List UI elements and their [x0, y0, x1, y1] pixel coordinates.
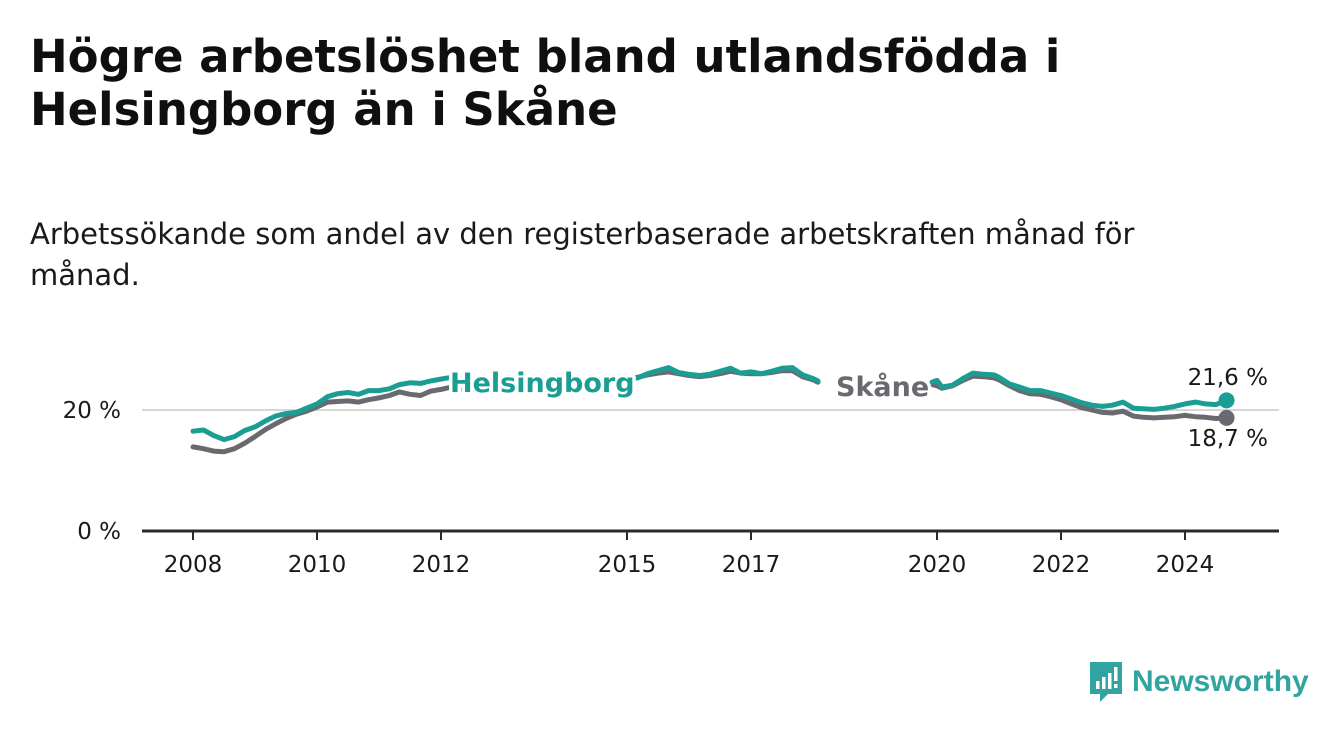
x-tick-label: 2012 — [412, 552, 471, 578]
end-value-label-skane: 18,7 % — [1188, 426, 1268, 452]
series-line-skne — [190, 382, 464, 455]
chart-subtitle: Arbetssökande som andel av den registerb… — [30, 217, 1135, 293]
series-line-helsingborg — [190, 372, 464, 443]
x-tick-label: 2024 — [1156, 552, 1215, 578]
x-tick-label: 2015 — [598, 552, 657, 578]
x-tick-label: 2008 — [164, 552, 223, 578]
series-label-skane: Skåne — [836, 371, 929, 403]
chart-title: Högre arbetslöshet bland utlandsfödda i … — [30, 30, 1061, 137]
x-tick-label: 2020 — [908, 552, 967, 578]
x-tick-label: 2010 — [288, 552, 347, 578]
y-tick-label: 20 % — [63, 398, 121, 424]
series-line-helsingborg — [929, 370, 1229, 412]
series-line-skne — [929, 373, 1229, 421]
series-layer — [190, 365, 1235, 455]
axis-layer: 0 % 20 % 2008 2010 2012 2015 2017 2020 2022 2024 — [63, 398, 1279, 578]
end-point-skne — [1218, 409, 1235, 426]
brand-name: Newsworthy — [1132, 665, 1309, 698]
x-tick-label: 2022 — [1032, 552, 1091, 578]
series-line-helsingborg — [604, 365, 821, 384]
end-value-label-helsingborg: 21,6 % — [1188, 365, 1268, 391]
series-label-helsingborg: Helsingborg — [450, 368, 635, 399]
brand-logo: Newsworthy — [1088, 660, 1309, 704]
y-tick-label: 0 % — [77, 519, 121, 545]
newsworthy-logo-icon — [1090, 662, 1122, 702]
x-tick-label: 2017 — [722, 552, 781, 578]
end-point-helsingborg — [1218, 392, 1235, 409]
